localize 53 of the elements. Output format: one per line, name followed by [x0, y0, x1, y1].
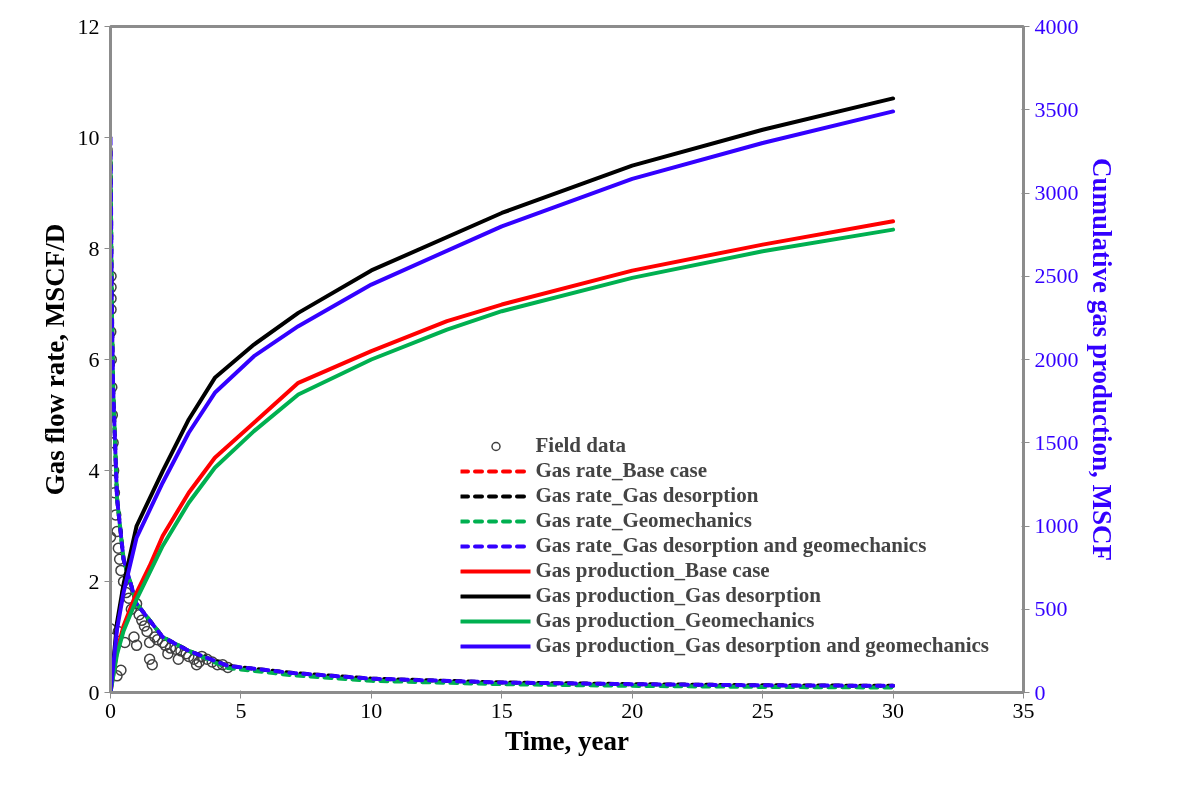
y2-tick-label: 3000	[1034, 180, 1079, 205]
point	[138, 620, 151, 632]
x-tick-label: 35	[1012, 697, 1035, 723]
x-axis-title: Time, year	[505, 725, 629, 756]
y2-tick-label: 2000	[1034, 346, 1079, 372]
y2-tick-label: 0	[1034, 679, 1046, 705]
y-tick-label: 8	[88, 235, 100, 261]
y-tick-label: 10	[77, 124, 100, 150]
y2-axis-title: Cumulative gas production, MSCF	[1086, 157, 1117, 562]
point	[111, 525, 123, 538]
y-tick-label: 4	[88, 457, 100, 483]
legend-label: Gas production_Geomechanics	[535, 608, 815, 633]
x-tick-label: 25	[751, 697, 774, 723]
point	[196, 650, 208, 663]
legend-label: Gas rate_Geomechanics	[535, 508, 752, 533]
y2-tick-label: 1000	[1034, 513, 1079, 538]
legend-label: Gas rate_Gas desorption	[535, 483, 759, 508]
x-tick-label: 30	[882, 697, 905, 723]
point	[172, 653, 185, 665]
point	[128, 631, 140, 643]
y2-tick-label: 2500	[1034, 263, 1079, 289]
y-tick-label: 12	[77, 13, 100, 39]
point	[143, 636, 156, 649]
y2-tick-label: 500	[1034, 596, 1068, 622]
legend-label: Gas rate_Base case	[535, 458, 707, 483]
y-tick-label: 6	[88, 346, 100, 372]
point	[201, 653, 213, 665]
point	[141, 625, 153, 638]
x-tick-label: 10	[360, 697, 383, 723]
legend-label: Field data	[535, 433, 626, 458]
legend-label: Gas production_Gas desorption and geomechanics	[535, 633, 989, 658]
y-axis-title: Gas flow rate, MSCF/D	[39, 223, 70, 496]
x-tick-label: 20	[621, 697, 644, 723]
point	[125, 603, 138, 615]
legend-label: Gas production_Gas desorption	[535, 583, 821, 608]
point	[136, 614, 148, 627]
y2-tick-label: 1500	[1034, 429, 1079, 455]
x-tick-label: 5	[235, 697, 247, 723]
x-tick-label: 15	[490, 697, 513, 723]
y-tick-label: 2	[88, 568, 100, 594]
y2-tick-label: 4000	[1034, 13, 1079, 39]
point	[164, 642, 177, 654]
y2-tick-label: 3500	[1034, 96, 1079, 122]
point	[216, 659, 229, 671]
y-tick-label: 0	[88, 679, 100, 705]
point	[146, 659, 158, 671]
legend-label: Gas rate_Gas desorption and geomechanics	[535, 533, 927, 558]
point	[130, 639, 143, 652]
point	[115, 664, 127, 677]
point	[143, 653, 156, 665]
point	[162, 647, 174, 660]
legend-label: Gas production_Base case	[535, 558, 770, 583]
x-tick-label: 0	[105, 697, 116, 723]
